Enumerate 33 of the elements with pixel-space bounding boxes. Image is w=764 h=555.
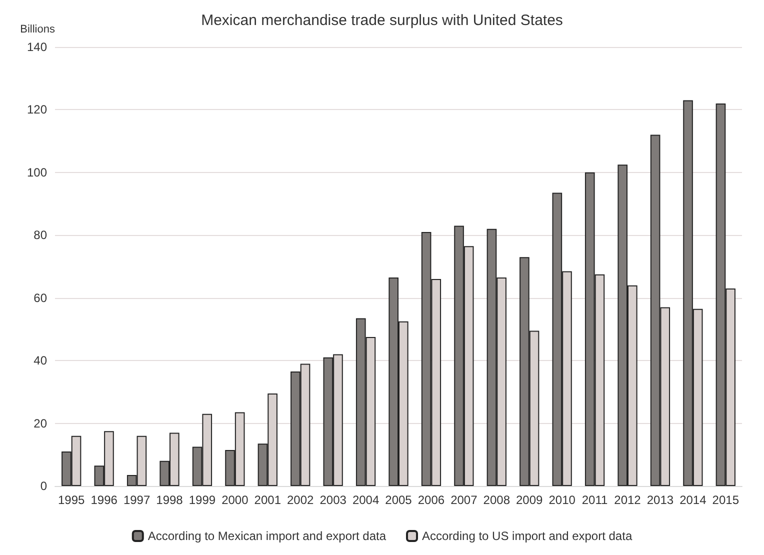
chart-title: Mexican merchandise trade surplus with United States (201, 12, 563, 29)
x-tick-label: 2014 (680, 493, 707, 507)
x-tick-label: 1996 (90, 493, 118, 507)
x-tick-label: 2006 (418, 493, 445, 507)
y-tick-label: 0 (40, 479, 48, 493)
y-tick-label: 120 (26, 102, 48, 117)
y-tick-label: 80 (34, 228, 48, 242)
x-tick-label: 2005 (385, 493, 412, 507)
x-tick-label: 1997 (123, 493, 150, 507)
x-tick-label: 2000 (222, 493, 249, 507)
y-tick-label: 140 (26, 40, 48, 54)
x-tick-label: 2009 (516, 493, 544, 507)
legend-label: According to Mexican import and export data (148, 529, 386, 543)
x-tick-label: 2013 (646, 493, 674, 507)
x-tick-label: 2008 (483, 493, 510, 507)
x-tick-label: 2011 (582, 493, 608, 507)
y-tick-label: 40 (34, 354, 48, 368)
y-axis-title: Billions (20, 24, 56, 36)
x-tick-label: 2012 (614, 493, 642, 507)
x-tick-label: 2003 (320, 493, 347, 507)
x-tick-label: 2015 (712, 493, 740, 507)
x-tick-label: 1998 (156, 493, 184, 507)
x-tick-label: 1995 (58, 493, 86, 507)
x-tick-label: 2002 (287, 493, 314, 507)
x-tick-label: 2010 (548, 493, 576, 507)
legend-label: According to US import and export data (422, 529, 632, 543)
x-tick-label: 1999 (188, 493, 216, 507)
x-tick-label: 2007 (450, 493, 478, 507)
x-tick-label: 2004 (352, 493, 380, 507)
y-tick-label: 60 (34, 290, 48, 305)
y-tick-label: 20 (34, 416, 48, 430)
x-tick-label: 2001 (254, 493, 282, 507)
y-tick-label: 100 (26, 165, 48, 180)
